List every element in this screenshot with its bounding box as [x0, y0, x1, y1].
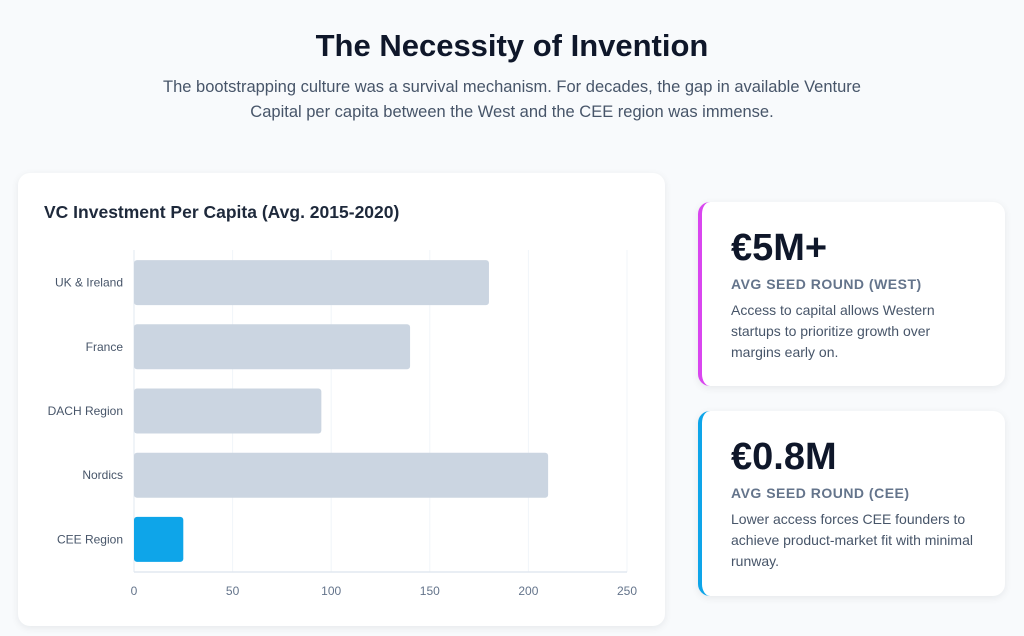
stat-description: Lower access forces CEE founders to achi…	[731, 511, 973, 569]
x-tick-label: 100	[321, 584, 341, 598]
x-tick-label: 250	[617, 584, 637, 598]
page-title: The Necessity of Invention	[315, 28, 709, 63]
chart-card: VC Investment Per Capita (Avg. 2015-2020…	[18, 173, 665, 626]
y-tick-label: UK & Ireland	[55, 276, 123, 290]
bar-uk-ireland	[134, 260, 489, 306]
y-tick-label: France	[86, 340, 124, 354]
y-tick-label: DACH Region	[48, 404, 123, 418]
bar-chart: 0 50 100 150 200 250 UK & Ireland France DACH Re…	[48, 250, 637, 598]
bar-nordics	[134, 452, 549, 498]
x-tick-label: 0	[131, 584, 138, 598]
stat-card-cee: €0.8M AVG SEED ROUND (CEE) Lower access …	[698, 411, 1005, 596]
x-tick-label: 50	[226, 584, 240, 598]
stat-card-west: €5M+ AVG SEED ROUND (WEST) Access to cap…	[698, 202, 1005, 386]
stat-description: Access to capital allows Western startup…	[731, 302, 935, 360]
chart-title: VC Investment Per Capita (Avg. 2015-2020…	[44, 202, 400, 222]
x-tick-label: 200	[518, 584, 538, 598]
stat-label: AVG SEED ROUND (CEE)	[731, 485, 910, 501]
stat-label: AVG SEED ROUND (WEST)	[731, 276, 922, 292]
page-subtitle: The bootstrapping culture was a survival…	[163, 78, 861, 121]
stat-value: €0.8M	[731, 436, 837, 478]
stat-value: €5M+	[731, 227, 828, 269]
bar-dach-region	[134, 388, 322, 434]
y-tick-label: CEE Region	[57, 532, 123, 546]
y-tick-label: Nordics	[82, 468, 123, 482]
bar-cee-region	[134, 516, 184, 562]
x-tick-label: 150	[420, 584, 440, 598]
bar-france	[134, 324, 411, 370]
